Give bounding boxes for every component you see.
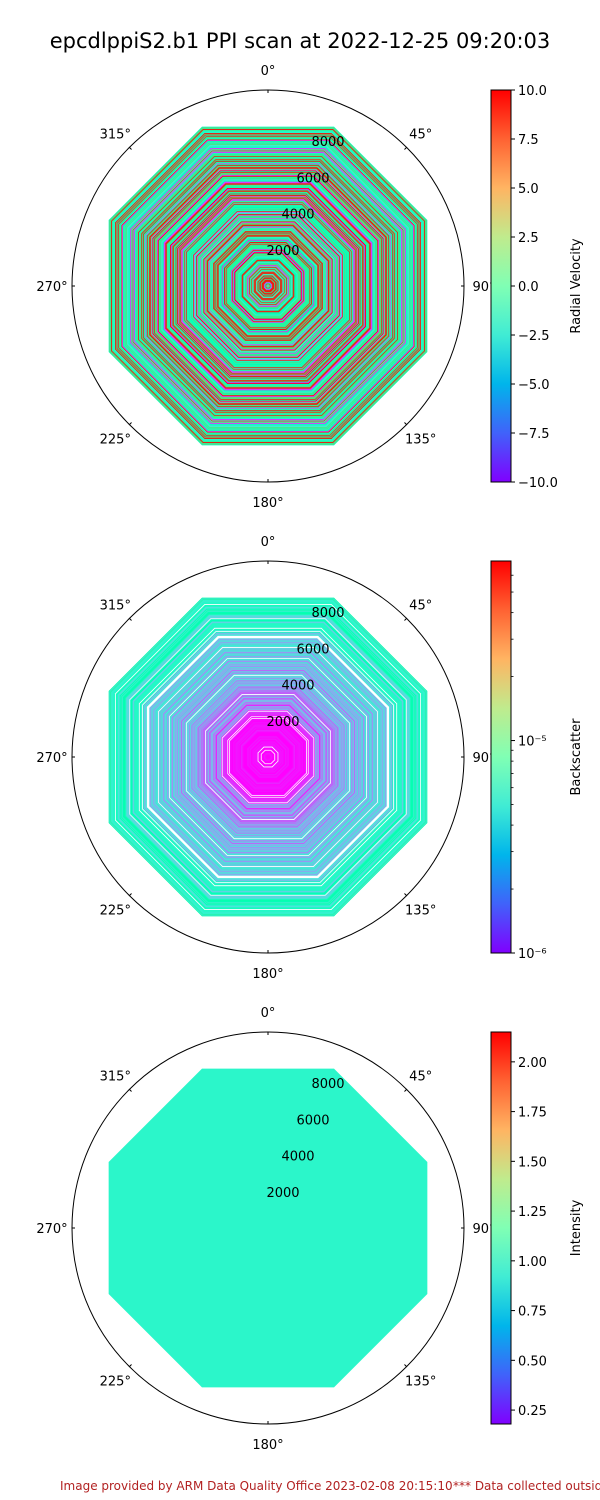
angle-tick-mark [129,147,132,150]
angle-tick-label: 45° [409,598,432,613]
radial-tick-label: 2000 [266,715,299,730]
angle-tick-label: 270° [36,1222,67,1237]
angle-tick-mark [129,618,132,621]
angle-tick-label: 0° [261,64,276,79]
angle-tick-mark [404,1364,407,1367]
colorbar-tick-label: 0.25 [518,1404,547,1419]
angle-tick-mark [129,893,132,896]
angle-tick-label: 180° [252,967,283,982]
angle-tick-label: 90° [472,280,495,295]
colorbar-tick-label: 0.0 [518,280,539,295]
colorbar-tick-label: 2.5 [518,231,539,246]
angle-tick-mark [404,147,407,150]
angle-tick-label: 270° [36,751,67,766]
colorbar-tick-label: 5.0 [518,182,539,197]
angle-tick-label: 225° [100,433,131,448]
angle-tick-mark [404,1089,407,1092]
colorbar-tick-label: −10.0 [518,476,558,491]
colorbar-tick-label: −2.5 [518,329,550,344]
radial-tick-label: 6000 [296,642,329,657]
radial-tick-label: 6000 [296,171,329,186]
footer-provided-by: Image provided by ARM Data Quality Offic… [60,1479,453,1493]
radial-tick-label: 4000 [281,208,314,223]
angle-tick-mark [129,1089,132,1092]
angle-tick-label: 135° [405,1375,436,1390]
angle-tick-label: 45° [409,1069,432,1084]
ppi-scan-data [108,597,428,917]
angle-tick-label: 135° [405,433,436,448]
colorbar-tick-label: 0.75 [518,1305,547,1320]
colorbar-tick-label: −7.5 [518,427,550,442]
angle-tick-label: 315° [100,127,131,142]
colorbar [490,560,512,954]
angle-tick-label: 180° [252,1438,283,1453]
colorbar-tick-label: 2.00 [518,1056,547,1071]
radial-tick-label: 2000 [266,244,299,259]
angle-tick-label: 225° [100,904,131,919]
colorbar-label: Radial Velocity [569,238,584,334]
colorbar-tick-label: 1.25 [518,1205,547,1220]
angle-tick-label: 315° [100,1069,131,1084]
colorbar-tick-label: −5.0 [518,378,550,393]
footer-warning: *** Data collected outside [453,1479,600,1493]
ppi-scan-data [108,1068,428,1388]
angle-tick-mark [404,893,407,896]
ppi-scan-data [108,126,428,446]
angle-tick-mark [129,422,132,425]
colorbar [490,89,512,483]
colorbar [490,1031,512,1425]
radial-tick-label: 8000 [311,606,344,621]
angle-tick-mark [404,422,407,425]
colorbar-tick-label: 10⁻⁶ [518,947,547,962]
angle-tick-label: 90° [472,751,495,766]
colorbar-tick-label: 1.75 [518,1106,547,1121]
figure-title: epcdlppiS2.b1 PPI scan at 2022-12-25 09:… [50,29,551,53]
angle-tick-label: 135° [405,904,436,919]
colorbar-tick-label: 10⁻⁵ [518,735,547,750]
radial-tick-label: 4000 [281,1150,314,1165]
radial-velocity-panel: 0° 45° 90° 135° 180° 225° 270° 315° 2000 4000 6000… [36,64,584,511]
radial-tick-label: 8000 [311,135,344,150]
radial-tick-label: 4000 [281,679,314,694]
radial-tick-label: 6000 [296,1113,329,1128]
angle-tick-label: 0° [261,535,276,550]
angle-tick-label: 90° [472,1222,495,1237]
intensity-field [108,1068,428,1388]
colorbar-tick-label: 1.00 [518,1255,547,1270]
angle-tick-mark [129,1364,132,1367]
angle-tick-mark [404,618,407,621]
colorbar-tick-label: 0.50 [518,1354,547,1369]
colorbar-tick-label: 7.5 [518,133,539,148]
colorbar-tick-label: 10.0 [518,84,547,99]
colorbar-tick-label: 1.50 [518,1155,547,1170]
radial-tick-label: 2000 [266,1186,299,1201]
angle-tick-label: 225° [100,1375,131,1390]
backscatter-panel: 0° 45° 90° 135° 180° 225° 270° 315° 2000 4000 6000… [36,535,584,982]
angle-tick-label: 180° [252,496,283,511]
colorbar-label: Intensity [569,1199,584,1256]
angle-tick-label: 45° [409,127,432,142]
radial-tick-label: 8000 [311,1077,344,1092]
angle-tick-label: 270° [36,280,67,295]
intensity-panel: 0° 45° 90° 135° 180° 225° 270° 315° 2000 4000 6000… [36,1006,584,1453]
range-gate-ring [267,756,269,758]
angle-tick-label: 0° [261,1006,276,1021]
colorbar-label: Backscatter [569,718,584,796]
range-gate-ring [267,285,269,287]
angle-tick-label: 315° [100,598,131,613]
